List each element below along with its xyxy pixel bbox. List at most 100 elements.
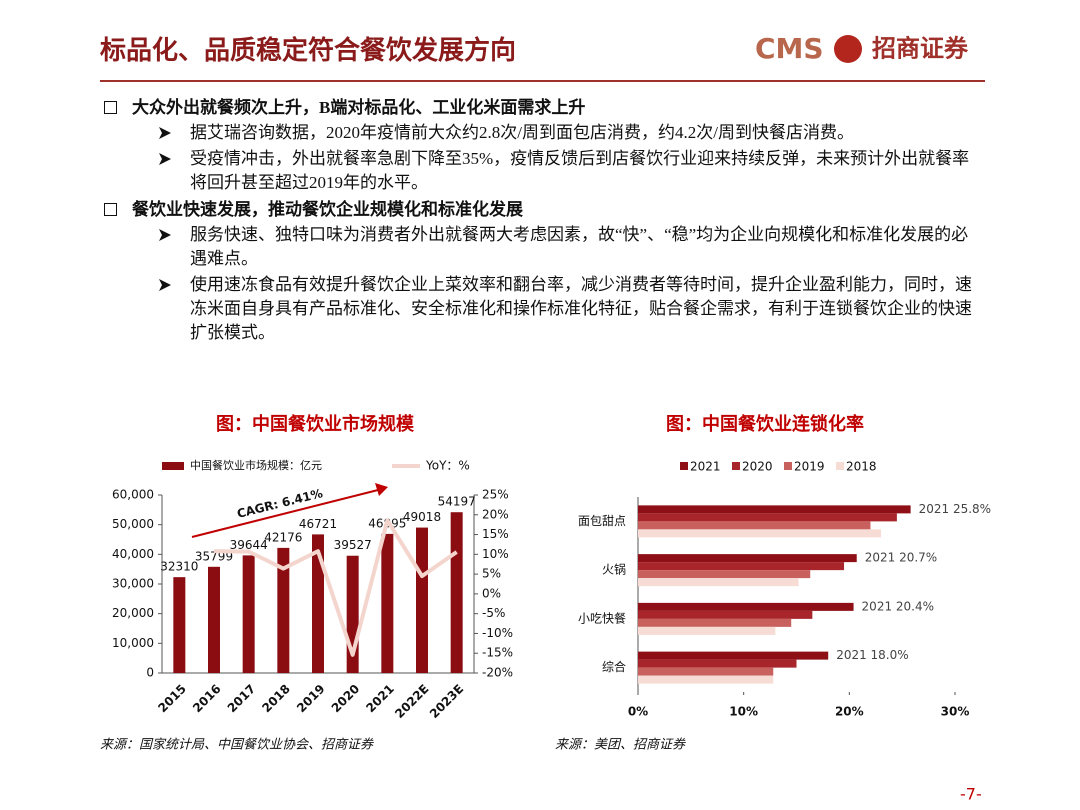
source: 来源：美团、招商证券: [555, 738, 686, 753]
y-tick-label: 20,000: [112, 606, 154, 620]
legend-label: 2021: [690, 460, 721, 474]
arrow-marker: [159, 229, 171, 241]
bullet: 餐饮业快速发展，推动餐饮企业规模化和标准化发展: [100, 197, 980, 223]
cagr-arrow: [191, 489, 379, 538]
bar-value-label: 32310: [160, 560, 198, 574]
bar-value-label: 2021 20.7%: [865, 551, 937, 565]
bullet-box: [104, 203, 117, 216]
y-tick-label: 0: [146, 666, 154, 680]
y2-tick-label: 20%: [482, 507, 509, 521]
y-tick-label: 60,000: [112, 488, 154, 502]
page-number: -7-: [960, 785, 982, 804]
sub-bullet: 据艾瑞咨询数据，2020年疫情前大众约2.8次/周到面包店消费，约4.2次/周到…: [100, 121, 980, 145]
yoy-line: [213, 518, 458, 657]
category-label: 综合: [602, 659, 626, 674]
x-tick-label: 30%: [941, 705, 970, 719]
bar: [638, 659, 797, 668]
bar: [638, 618, 792, 627]
legend-swatch: [680, 462, 688, 470]
bar: [416, 527, 428, 673]
y-tick-label: 30,000: [112, 577, 154, 591]
sub-bullet: 受疫情冲击，外出就餐率急剧下降至35%，疫情反馈后到店餐饮行业迎来持续反弹，未来…: [100, 147, 980, 195]
bar: [638, 570, 811, 579]
x-tick-label: 2018: [259, 682, 293, 716]
y-tick-label: 40,000: [112, 547, 154, 561]
bar: [638, 610, 813, 619]
bar: [638, 529, 882, 538]
category-label: 小吃快餐: [578, 610, 626, 625]
x-tick-label: 2022E: [392, 682, 431, 721]
y2-tick-label: 5%: [482, 567, 501, 581]
legend-swatch: [784, 462, 792, 470]
bar: [312, 534, 324, 673]
y2-tick-label: -10%: [482, 626, 513, 640]
bullet: 大众外出就餐频次上升，B端对标品化、工业化米面需求上升: [100, 95, 980, 121]
arrow-marker: [159, 153, 171, 165]
x-tick-label: 2020: [329, 682, 363, 716]
category-label: 火锅: [602, 562, 626, 577]
y2-tick-label: -5%: [482, 606, 505, 620]
source: 来源：国家统计局、中国餐饮业协会、招商证券: [100, 737, 374, 753]
bar-value-label: 39527: [334, 538, 372, 552]
x-tick-label: 2019: [294, 682, 328, 716]
y2-tick-label: -15%: [482, 646, 513, 660]
y2-tick-label: 0%: [482, 586, 501, 600]
x-tick-label: 2015: [155, 682, 189, 716]
bar-value-label: 42176: [264, 530, 302, 544]
legend-label: 中国餐饮业市场规模：亿元: [190, 458, 322, 472]
bar: [638, 651, 829, 660]
y2-tick-label: 25%: [482, 488, 509, 502]
slide-title: 标品化、品质稳定符合餐饮发展方向: [100, 35, 516, 66]
sub-bullet-text: 据艾瑞咨询数据，2020年疫情前大众约2.8次/周到面包店消费，约4.2次/周到…: [190, 123, 854, 142]
bar-value-label: 2021 18.0%: [836, 648, 908, 662]
bullet-list: 大众外出就餐频次上升，B端对标品化、工业化米面需求上升 据艾瑞咨询数据，2020…: [100, 95, 980, 347]
chart-title: 图：中国餐饮业连锁化率: [666, 413, 864, 435]
chart-title: 图：中国餐饮业市场规模: [216, 413, 415, 435]
arrow-marker: [159, 279, 171, 291]
bar-value-label: 39644: [230, 538, 268, 552]
y-tick-label: 10,000: [112, 636, 154, 650]
x-tick-label: 2023E: [427, 682, 466, 721]
x-tick-label: 10%: [729, 705, 758, 719]
sub-bullet-text: 使用速冻食品有效提升餐饮企业上菜效率和翻台率，减少消费者等待时间，提升企业盈利能…: [190, 275, 972, 342]
x-tick-label: 20%: [835, 705, 864, 719]
legend-label: 2020: [742, 460, 773, 474]
y-tick-label: 50,000: [112, 517, 154, 531]
y2-tick-label: 15%: [482, 527, 509, 541]
x-tick-label: 0%: [628, 705, 648, 719]
bullet-text: 大众外出就餐频次上升，B端对标品化、工业化米面需求上升: [132, 98, 586, 117]
bar: [638, 521, 871, 530]
bar-value-label: 2021 25.8%: [919, 502, 991, 516]
bullet-text: 餐饮业快速发展，推动餐饮企业规模化和标准化发展: [132, 200, 523, 219]
x-tick-label: 2017: [225, 682, 259, 716]
logo-text: CMS: [755, 32, 824, 65]
legend-swatch: [732, 462, 740, 470]
logo-icon: [834, 35, 862, 63]
arrow-marker: [159, 127, 171, 139]
legend-swatch: [836, 462, 844, 470]
bar-value-label: 49018: [403, 510, 441, 524]
legend-swatch: [162, 462, 184, 470]
bar: [277, 547, 290, 673]
x-tick-label: 2016: [190, 682, 224, 716]
sub-bullet: 服务快速、独特口味为消费者外出就餐两大考虑因素，故“快”、“稳”均为企业向规模化…: [100, 223, 980, 271]
sub-bullet: 使用速冻食品有效提升餐饮企业上菜效率和翻台率，减少消费者等待时间，提升企业盈利能…: [100, 273, 980, 345]
bar: [638, 562, 845, 571]
bar: [381, 533, 394, 673]
bar: [638, 505, 911, 514]
bar-value-label: 46721: [299, 517, 337, 531]
y2-tick-label: -20%: [482, 666, 513, 680]
bar: [638, 602, 854, 611]
bar: [638, 667, 774, 676]
category-label: 面包甜点: [578, 514, 626, 528]
bar: [638, 554, 857, 563]
bar: [450, 512, 463, 673]
sub-bullet-text: 服务快速、独特口味为消费者外出就餐两大考虑因素，故“快”、“稳”均为企业向规模化…: [190, 225, 969, 268]
legend-label: YoY：%: [425, 459, 470, 473]
bar-value-label: 54197: [438, 495, 476, 509]
bar: [242, 555, 255, 673]
bullet-box: [104, 101, 117, 114]
bar: [638, 626, 776, 635]
